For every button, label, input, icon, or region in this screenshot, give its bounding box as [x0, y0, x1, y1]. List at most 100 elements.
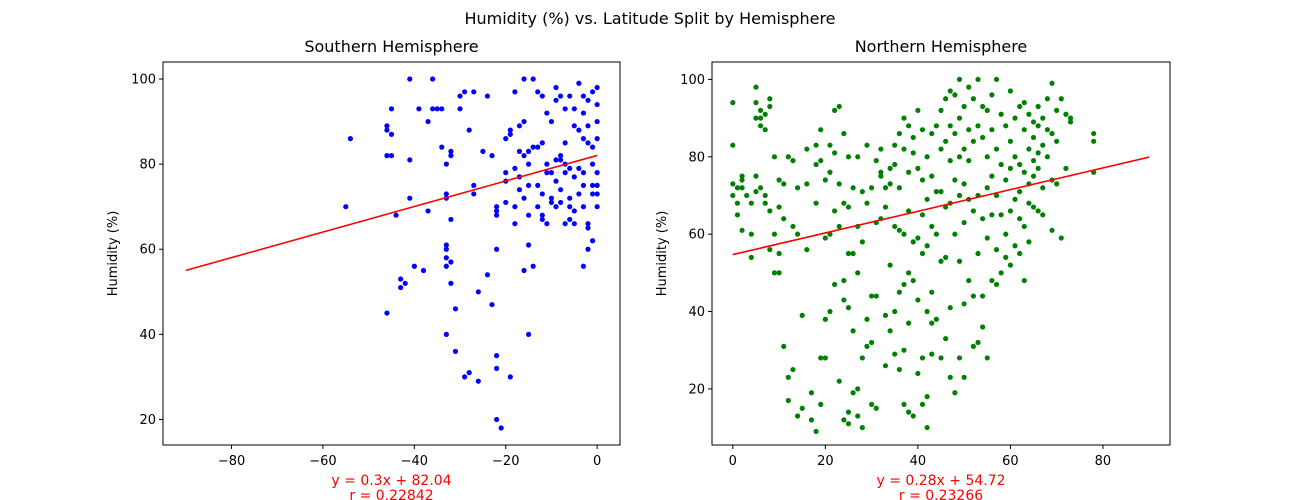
northern-data-point [896, 227, 902, 233]
northern-data-point [762, 200, 768, 206]
northern-data-point [947, 158, 953, 164]
northern-data-point [1067, 115, 1074, 121]
northern-data-point [956, 258, 963, 264]
northern-data-point [892, 142, 898, 148]
northern-data-point [813, 428, 819, 435]
southern-data-point [557, 157, 564, 163]
northern-data-point [785, 397, 791, 404]
northern-data-point [943, 254, 949, 260]
northern-data-point [975, 250, 981, 257]
northern-data-point [998, 212, 1004, 218]
southern-data-point [443, 246, 449, 252]
northern-data-point [1021, 127, 1027, 133]
northern-data-point [832, 208, 838, 214]
southern-data-point [516, 123, 523, 129]
northern-data-point [864, 316, 870, 322]
southern-data-point [589, 89, 596, 95]
southern-data-point [539, 140, 545, 146]
northern-data-point [790, 158, 796, 164]
southern-data-point [553, 157, 559, 163]
northern-data-point [818, 355, 824, 361]
northern-data-point [984, 107, 990, 113]
southern-data-point [494, 365, 500, 371]
southern-data-point [526, 242, 532, 248]
southern-data-point [507, 127, 513, 133]
southern-data-point [521, 153, 527, 159]
southern-data-point [388, 153, 395, 159]
northern-data-point [956, 355, 963, 361]
southern-data-point [585, 221, 591, 227]
northern-data-point [730, 181, 736, 187]
southern-data-point [594, 136, 600, 142]
northern-data-point [808, 417, 815, 423]
southern-x-tick-label: −80 [218, 454, 245, 469]
northern-data-point [943, 138, 949, 144]
southern-data-point [567, 216, 573, 223]
northern-x-tick-label: 80 [1095, 454, 1112, 469]
northern-data-point [753, 84, 759, 90]
northern-data-point [730, 192, 736, 199]
northern-data-point [970, 293, 976, 299]
southern-data-point [535, 204, 541, 210]
northern-data-point [901, 401, 907, 407]
northern-data-point [919, 355, 926, 361]
northern-data-point [882, 185, 889, 191]
northern-data-point [933, 231, 939, 237]
northern-data-point [850, 185, 856, 191]
northern-data-point [864, 343, 870, 349]
northern-data-point [1063, 111, 1069, 117]
southern-data-point [425, 208, 431, 214]
southern-data-point [585, 246, 591, 252]
northern-data-point [938, 107, 944, 113]
southern-data-point [343, 204, 349, 210]
northern-data-point [771, 270, 778, 276]
southern-data-point [594, 182, 600, 189]
southern-data-point [439, 106, 445, 112]
southern-data-point [557, 93, 564, 99]
northern-data-point [767, 96, 773, 102]
northern-data-point [989, 92, 995, 98]
northern-data-point [859, 424, 865, 431]
northern-data-point [1030, 119, 1037, 125]
northern-data-point [739, 177, 745, 183]
northern-data-point [980, 324, 986, 330]
southern-x-tick-label: −60 [309, 454, 336, 469]
northern-data-point [896, 130, 902, 137]
southern-data-point [589, 238, 596, 244]
northern-data-point [827, 142, 833, 148]
northern-data-point [910, 239, 916, 245]
southern-data-point [494, 204, 500, 210]
southern-data-point [471, 89, 477, 95]
northern-data-point [1091, 138, 1097, 144]
northern-data-point [734, 212, 741, 218]
northern-data-point [1044, 96, 1050, 102]
southern-x-tick-label: −40 [401, 454, 428, 469]
northern-data-point [794, 185, 801, 191]
northern-data-point [878, 169, 884, 175]
southern-data-point [475, 378, 481, 384]
northern-data-point [1012, 154, 1018, 160]
northern-data-point [966, 277, 972, 284]
northern-data-point [919, 177, 926, 183]
northern-data-point [734, 200, 741, 206]
southern-data-point [521, 76, 527, 82]
southern-data-point [466, 127, 472, 133]
southern-data-point [494, 353, 500, 359]
southern-data-point [530, 263, 536, 269]
northern-data-point [1007, 88, 1013, 94]
northern-data-point [762, 111, 768, 117]
northern-data-point [952, 92, 958, 98]
northern-data-point [892, 351, 898, 357]
northern-data-point [919, 250, 926, 257]
southern-data-point [530, 144, 536, 150]
northern-data-point [855, 270, 861, 276]
northern-data-point [767, 208, 773, 214]
northern-data-point [781, 343, 787, 349]
northern-data-point [739, 185, 745, 191]
northern-y-axis-label: Humidity (%) [655, 211, 670, 297]
northern-data-point [1040, 115, 1046, 121]
northern-data-point [892, 223, 898, 230]
southern-data-point [535, 182, 541, 189]
southern-chart-title: Southern Hemisphere [304, 37, 478, 56]
southern-regression-equation: y = 0.3x + 82.04 [331, 473, 451, 489]
